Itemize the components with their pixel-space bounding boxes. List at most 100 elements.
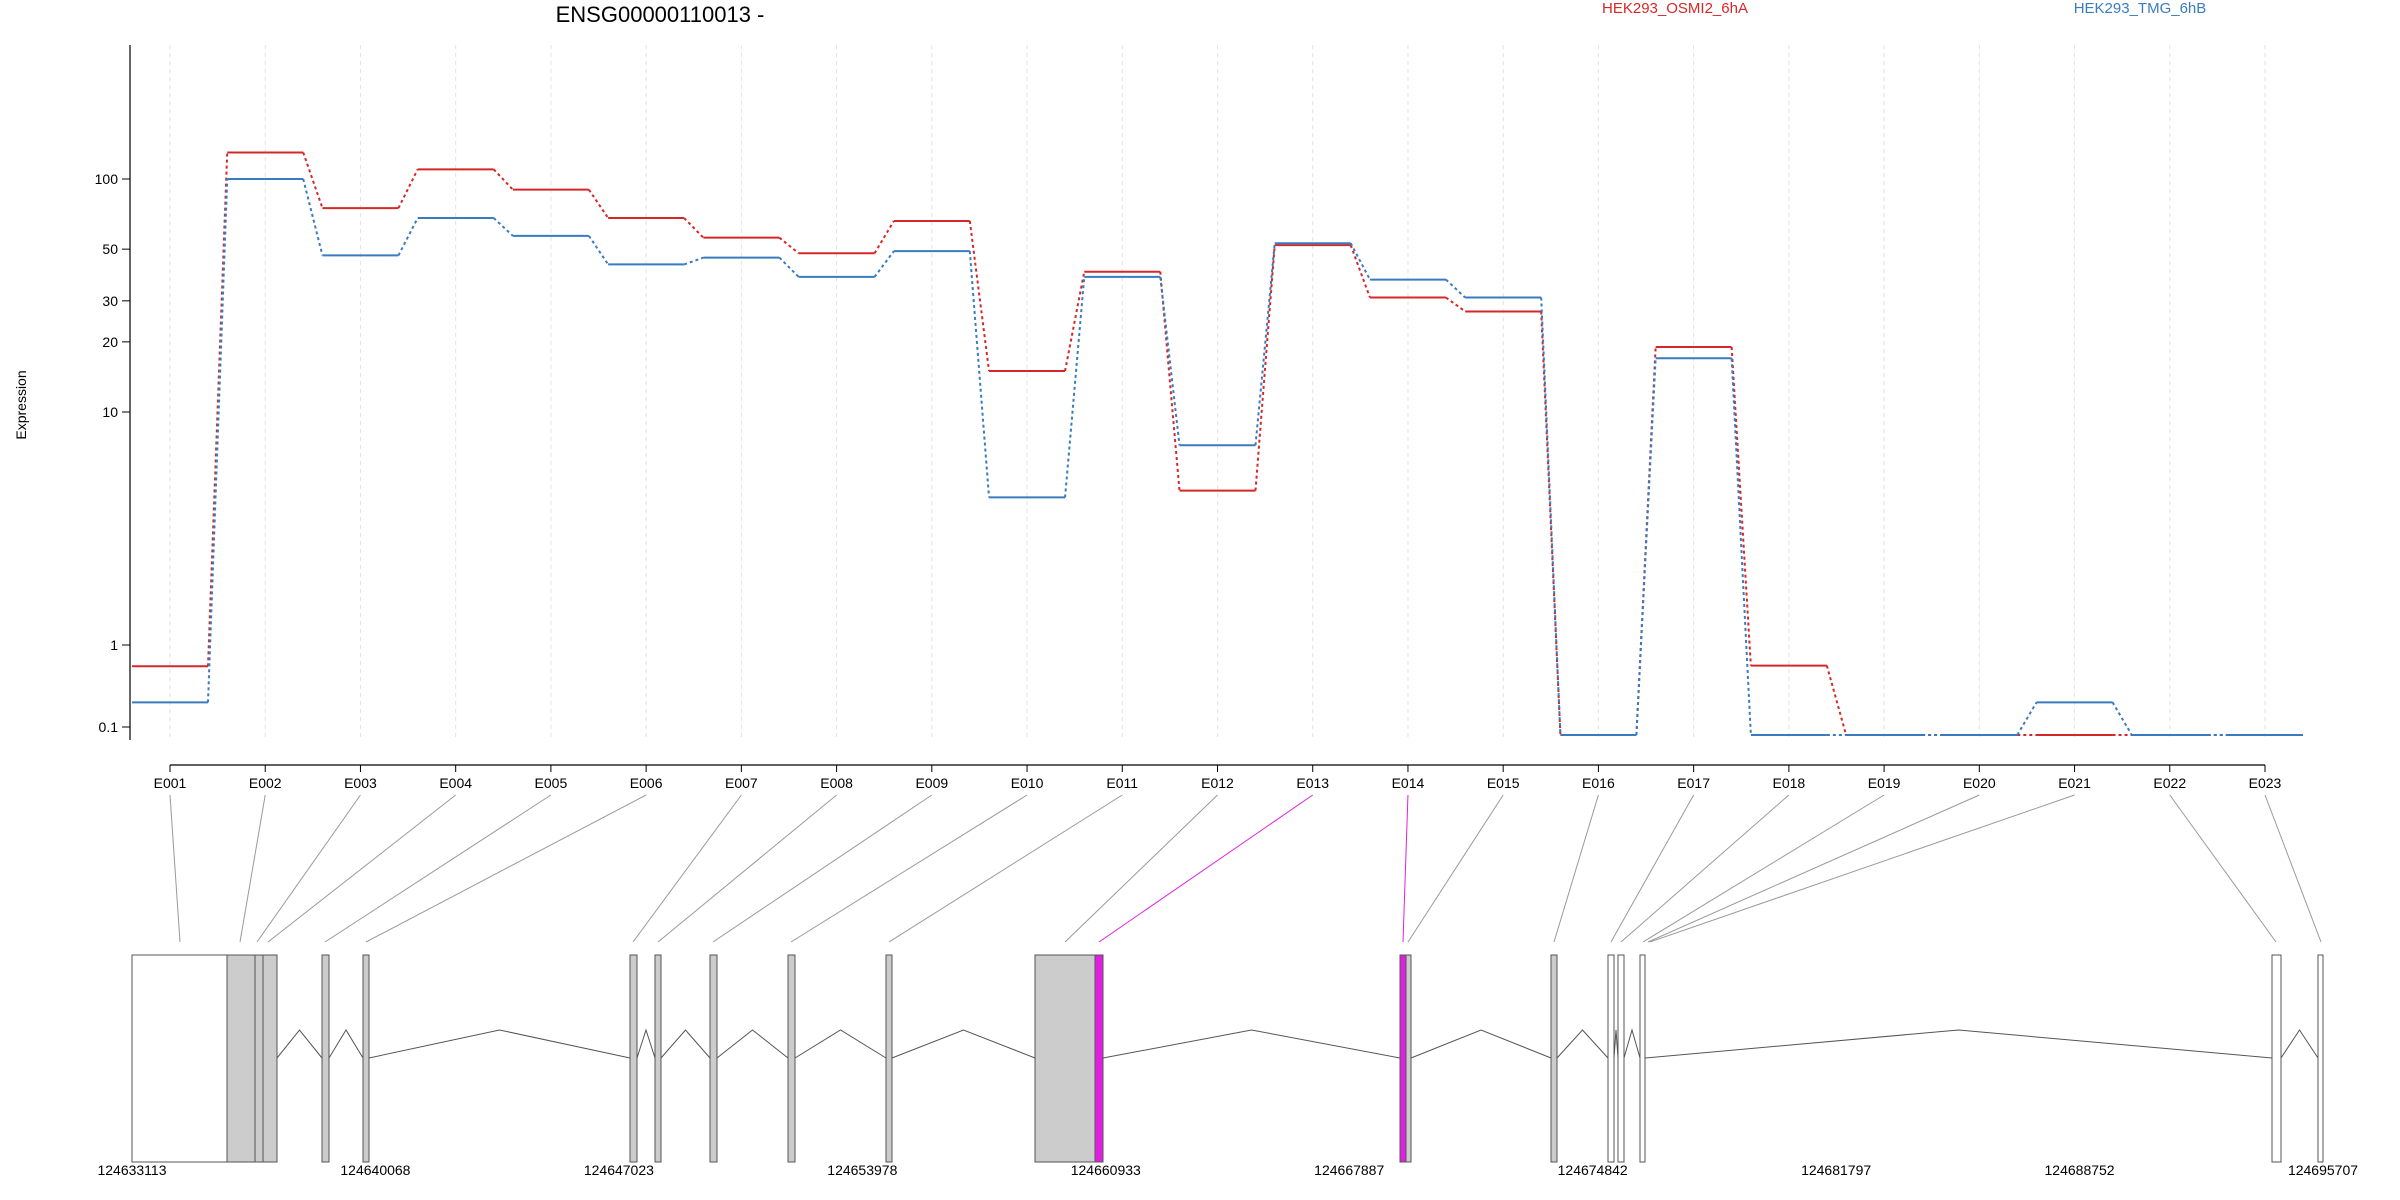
y-tick-label-0.1: 0.1 (99, 719, 119, 735)
transition-e005 (588, 235, 609, 265)
exon-block-4 (262, 954, 278, 1163)
coordinate-label-6: 124667887 (1314, 1162, 1384, 1178)
vertical-grid (169, 45, 2266, 740)
y-tick-label-50: 50 (102, 241, 118, 257)
transition-e006 (683, 256, 704, 266)
transition-e005 (588, 189, 609, 219)
connector-e007 (632, 794, 742, 943)
coordinate-label-4: 124653978 (827, 1162, 897, 1178)
connector-e017 (1610, 794, 1695, 943)
exon-block-5 (321, 954, 330, 1163)
exon-block-6 (362, 954, 370, 1163)
transition-e006 (683, 217, 705, 239)
connector-e001 (169, 794, 181, 943)
intron-9 (1102, 1029, 1401, 1059)
coordinate-label-7: 124674842 (1558, 1162, 1628, 1178)
transition-e008 (873, 220, 895, 254)
transition-e004 (493, 217, 514, 237)
transition-e010 (1064, 276, 1086, 498)
coordinate-label-9: 124688752 (2045, 1162, 2115, 1178)
transition-e007 (778, 236, 800, 255)
connector-e011 (888, 794, 1123, 943)
transition-e007 (778, 256, 800, 278)
x-tick-label-e018: E018 (1773, 775, 1806, 791)
coordinate-label-1: 124633113 (97, 1162, 166, 1178)
x-tick-label-e021: E021 (2058, 775, 2091, 791)
exon-block-8 (654, 954, 662, 1163)
x-tick-label-e012: E012 (1201, 775, 1234, 791)
y-tick-label-1: 1 (110, 637, 118, 653)
connector-e014 (1402, 794, 1409, 943)
connector-e012 (1064, 794, 1218, 943)
connector-e003 (256, 794, 361, 943)
genomic-coordinate-axis: 124633113 124640068 124647023 124653978 1246… (97, 1162, 2358, 1178)
transition-e010 (1064, 271, 1086, 372)
transition-e012 (1254, 245, 1276, 491)
transition-e014 (1445, 278, 1466, 299)
exon-connectors (169, 794, 2322, 943)
connector-e019 (1642, 794, 1885, 943)
transition-e004 (492, 168, 514, 191)
transition-e001 (207, 178, 229, 703)
connector-e015 (1407, 794, 1504, 943)
x-tick-label-e003: E003 (344, 775, 377, 791)
intron-10 (1410, 1029, 1552, 1059)
exon-block-3 (254, 954, 264, 1163)
x-tick-label-e017: E017 (1677, 775, 1710, 791)
exon-block-16 (1550, 954, 1558, 1163)
intron-3 (368, 1029, 631, 1059)
transition-e016 (1635, 358, 1657, 735)
x-tick-label-e019: E019 (1868, 775, 1901, 791)
exon-block-1 (131, 954, 228, 1163)
x-tick-label-e009: E009 (915, 775, 948, 791)
connector-e013 (1098, 794, 1314, 943)
coordinate-label-10: 124695707 (2288, 1162, 2358, 1178)
intron-7 (794, 1029, 887, 1059)
transition-e020 (2016, 701, 2038, 736)
intron-14 (1644, 1029, 2273, 1059)
intron-6 (716, 1029, 789, 1059)
y-tick-label-100: 100 (95, 171, 119, 187)
x-tick-label-e004: E004 (439, 775, 472, 791)
exon-block-13 (1094, 954, 1104, 1163)
connector-e023 (2264, 794, 2322, 943)
series-layer (132, 151, 2303, 736)
connector-e009 (712, 794, 933, 943)
x-tick-label-e001: E001 (154, 775, 187, 791)
exon-block-2 (226, 954, 256, 1163)
exon-block-17 (1607, 954, 1615, 1163)
x-tick-label-e015: E015 (1487, 775, 1520, 791)
intron-15 (2280, 1029, 2319, 1059)
series-tmg (132, 178, 2303, 736)
connector-e018 (1620, 794, 1790, 943)
exon-block-14 (1399, 954, 1407, 1163)
x-tick-label-e016: E016 (1582, 775, 1615, 791)
intron-5 (660, 1029, 711, 1059)
chart-title: ENSG00000110013 - (556, 2, 765, 27)
transition-e018 (1825, 665, 1848, 736)
transition-e013 (1349, 244, 1371, 298)
intron-2 (328, 1029, 364, 1059)
exon-block-15 (1405, 954, 1412, 1163)
x-tick-label-e006: E006 (630, 775, 663, 791)
transition-e003 (397, 217, 419, 256)
exon-block-11 (885, 954, 893, 1163)
x-tick-label-e022: E022 (2153, 775, 2186, 791)
y-axis-label: Expression (13, 370, 29, 439)
y-axis: 0.1 1 10 20 30 50 100 (95, 45, 131, 740)
legend-entry-osmi2: HEK293_OSMI2_6hA (1602, 0, 1748, 17)
x-tick-label-e023: E023 (2249, 775, 2282, 791)
exon-block-20 (2271, 954, 2282, 1163)
transition-e017 (1730, 358, 1752, 735)
x-tick-label-e014: E014 (1392, 775, 1425, 791)
x-tick-label-e020: E020 (1963, 775, 1996, 791)
x-axis: E001 E002 E003 E004 E005 E006 E007 E008 E009 E010… (154, 764, 2282, 791)
connector-e021 (1649, 794, 2075, 943)
transition-e015 (1540, 297, 1562, 735)
transition-e021 (2111, 701, 2133, 736)
transition-e017 (1730, 346, 1752, 666)
coordinate-label-5: 124660933 (1071, 1162, 1141, 1178)
transition-e014 (1445, 296, 1466, 313)
connector-e016 (1553, 794, 1599, 943)
